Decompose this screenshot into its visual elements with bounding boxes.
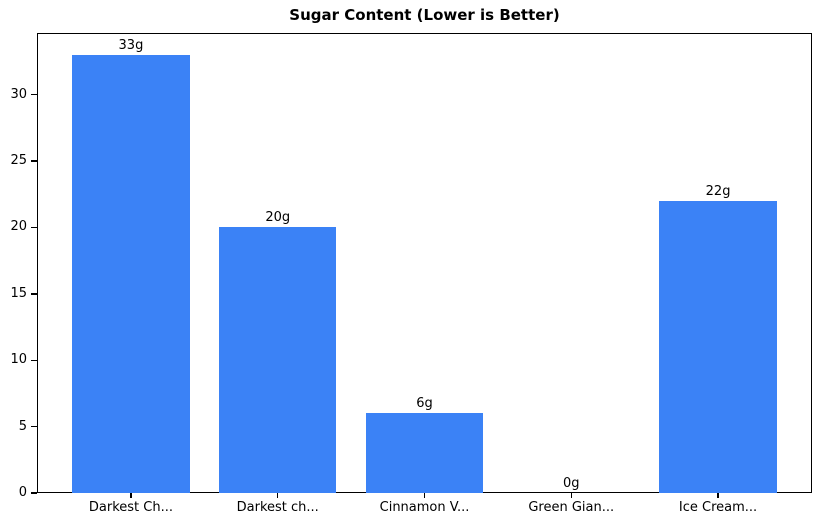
- y-tick-mark: [31, 226, 37, 229]
- y-tick-mark: [31, 94, 37, 96]
- y-tick-label: 25: [10, 153, 27, 169]
- bar-value-label: 0g: [563, 476, 580, 491]
- x-category-label: Cinnamon V...: [379, 500, 470, 515]
- x-tick-mark: [570, 493, 572, 498]
- bar: [659, 200, 777, 493]
- chart-title: Sugar Content (Lower is Better): [289, 6, 560, 24]
- x-category-label: Darkest ch...: [236, 500, 319, 515]
- y-tick-label: 30: [10, 86, 27, 102]
- x-category-label: Green Gian...: [528, 500, 615, 515]
- x-tick-mark: [423, 493, 426, 498]
- bar: [365, 413, 484, 493]
- y-tick-mark: [31, 492, 37, 494]
- x-tick-mark: [130, 493, 132, 498]
- y-tick-mark: [31, 160, 37, 162]
- y-tick-mark: [31, 293, 37, 295]
- y-tick-mark: [31, 425, 37, 428]
- bar: [72, 54, 190, 493]
- y-tick-label: 20: [10, 219, 27, 235]
- x-tick-mark: [277, 493, 279, 498]
- x-category-label: Darkest Ch...: [88, 500, 173, 515]
- bar-value-label: 22g: [705, 183, 731, 199]
- bar: [219, 227, 337, 493]
- bar-value-label: 20g: [265, 210, 291, 226]
- y-tick-label: 0: [18, 485, 27, 500]
- y-tick-label: 15: [10, 285, 27, 301]
- bar-value-label: 33g: [118, 37, 144, 53]
- bar-value-label: 6g: [416, 396, 433, 412]
- x-tick-mark: [717, 493, 719, 498]
- x-category-label: Ice Cream...: [678, 500, 758, 515]
- y-tick-label: 5: [18, 418, 27, 434]
- y-tick-mark: [31, 359, 37, 361]
- y-tick-label: 10: [10, 352, 27, 368]
